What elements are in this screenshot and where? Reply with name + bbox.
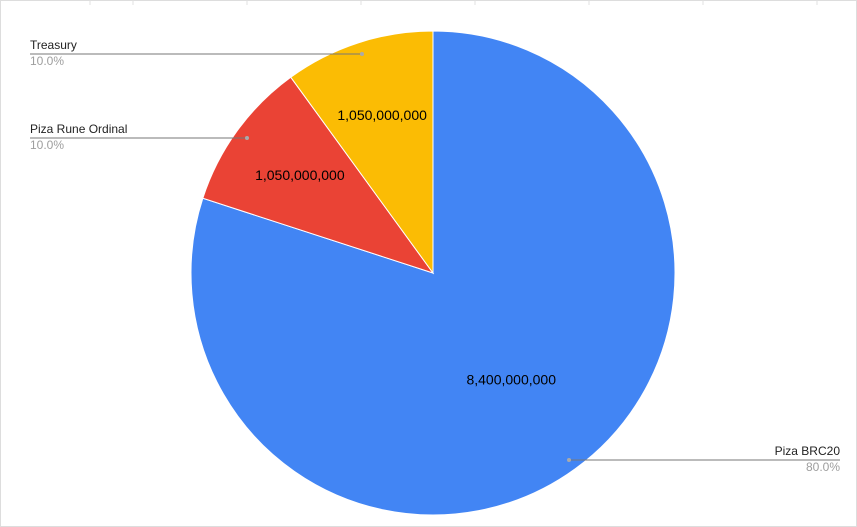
callout-name: Piza BRC20 xyxy=(775,444,841,458)
slice-value-label: 1,050,000,000 xyxy=(337,107,427,123)
pie-slice xyxy=(202,76,435,274)
pie-slice xyxy=(290,30,434,275)
callout-name: Treasury xyxy=(30,38,77,52)
callout-dot xyxy=(360,52,364,56)
slice-value-label: 8,400,000,000 xyxy=(466,371,556,387)
callout-percent: 10.0% xyxy=(30,138,64,152)
pie-slice xyxy=(190,30,676,516)
slice-value-label: 1,050,000,000 xyxy=(255,167,345,183)
callout-dot xyxy=(245,136,249,140)
callout-percent: 10.0% xyxy=(30,54,64,68)
callout-name: Piza Rune Ordinal xyxy=(30,122,127,136)
sheet-gridlines xyxy=(89,0,818,5)
callout-percent: 80.0% xyxy=(806,460,840,474)
callout-dot xyxy=(567,458,571,462)
